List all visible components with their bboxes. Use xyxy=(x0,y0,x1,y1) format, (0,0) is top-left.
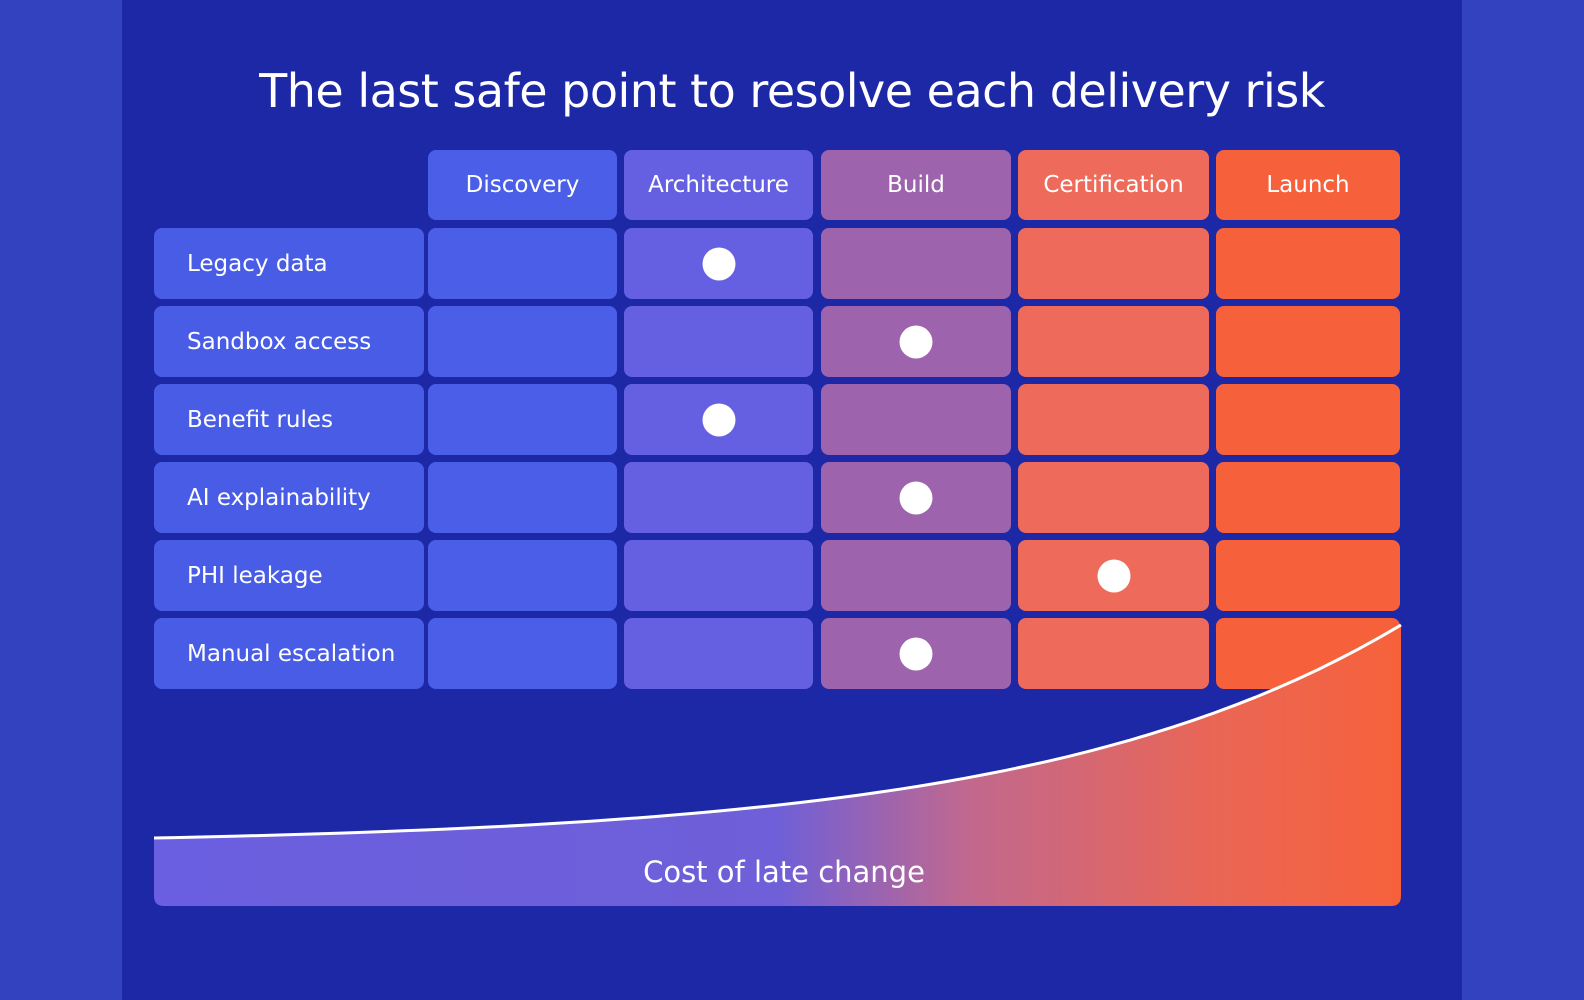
matrix-cell xyxy=(624,306,813,377)
matrix-cell xyxy=(821,618,1011,689)
matrix-cell xyxy=(1018,228,1209,299)
cost-curve-label: Cost of late change xyxy=(643,855,925,889)
last-safe-point-marker xyxy=(899,637,933,670)
matrix-cell xyxy=(428,540,617,611)
matrix-cell xyxy=(428,384,617,455)
risk-label: Legacy data xyxy=(154,228,424,299)
matrix-cell xyxy=(428,462,617,533)
matrix-cell xyxy=(428,618,617,689)
matrix-cell xyxy=(1018,306,1209,377)
matrix-cell xyxy=(1216,384,1400,455)
matrix-cell xyxy=(821,384,1011,455)
matrix-cell xyxy=(428,306,617,377)
matrix-cell xyxy=(1018,618,1209,689)
stage-header-discovery: Discovery xyxy=(428,150,617,220)
last-safe-point-marker xyxy=(1097,559,1130,592)
stage-header-certification: Certification xyxy=(1018,150,1209,220)
matrix-cell xyxy=(624,462,813,533)
last-safe-point-marker xyxy=(899,325,933,358)
matrix-cell xyxy=(1216,306,1400,377)
matrix-cell xyxy=(1018,540,1209,611)
cost-curve-area xyxy=(154,625,1401,906)
left-margin-band xyxy=(0,0,122,1000)
matrix-cell xyxy=(821,228,1011,299)
matrix-cell xyxy=(1018,462,1209,533)
matrix-cell xyxy=(821,462,1011,533)
right-margin-band xyxy=(1462,0,1584,1000)
matrix-cell xyxy=(624,540,813,611)
matrix-cell xyxy=(1018,384,1209,455)
risk-label: Sandbox access xyxy=(154,306,424,377)
matrix-cell xyxy=(624,384,813,455)
risk-label: Manual escalation xyxy=(154,618,424,689)
risk-label: Benefit rules xyxy=(154,384,424,455)
matrix-cell xyxy=(1216,540,1400,611)
matrix-cell xyxy=(428,228,617,299)
matrix-cell xyxy=(1216,462,1400,533)
risk-label: PHI leakage xyxy=(154,540,424,611)
stage-header-build: Build xyxy=(821,150,1011,220)
matrix-cell xyxy=(821,540,1011,611)
matrix-cell xyxy=(624,618,813,689)
matrix-cell xyxy=(821,306,1011,377)
stage-header-launch: Launch xyxy=(1216,150,1400,220)
last-safe-point-marker xyxy=(702,403,735,436)
cost-curve-line xyxy=(153,623,1402,840)
stage-header-architecture: Architecture xyxy=(624,150,813,220)
last-safe-point-marker xyxy=(899,481,933,514)
matrix-cell xyxy=(1216,228,1400,299)
matrix-cell xyxy=(624,228,813,299)
diagram-title: The last safe point to resolve each deli… xyxy=(259,64,1325,118)
last-safe-point-marker xyxy=(702,247,735,280)
risk-label: AI explainability xyxy=(154,462,424,533)
